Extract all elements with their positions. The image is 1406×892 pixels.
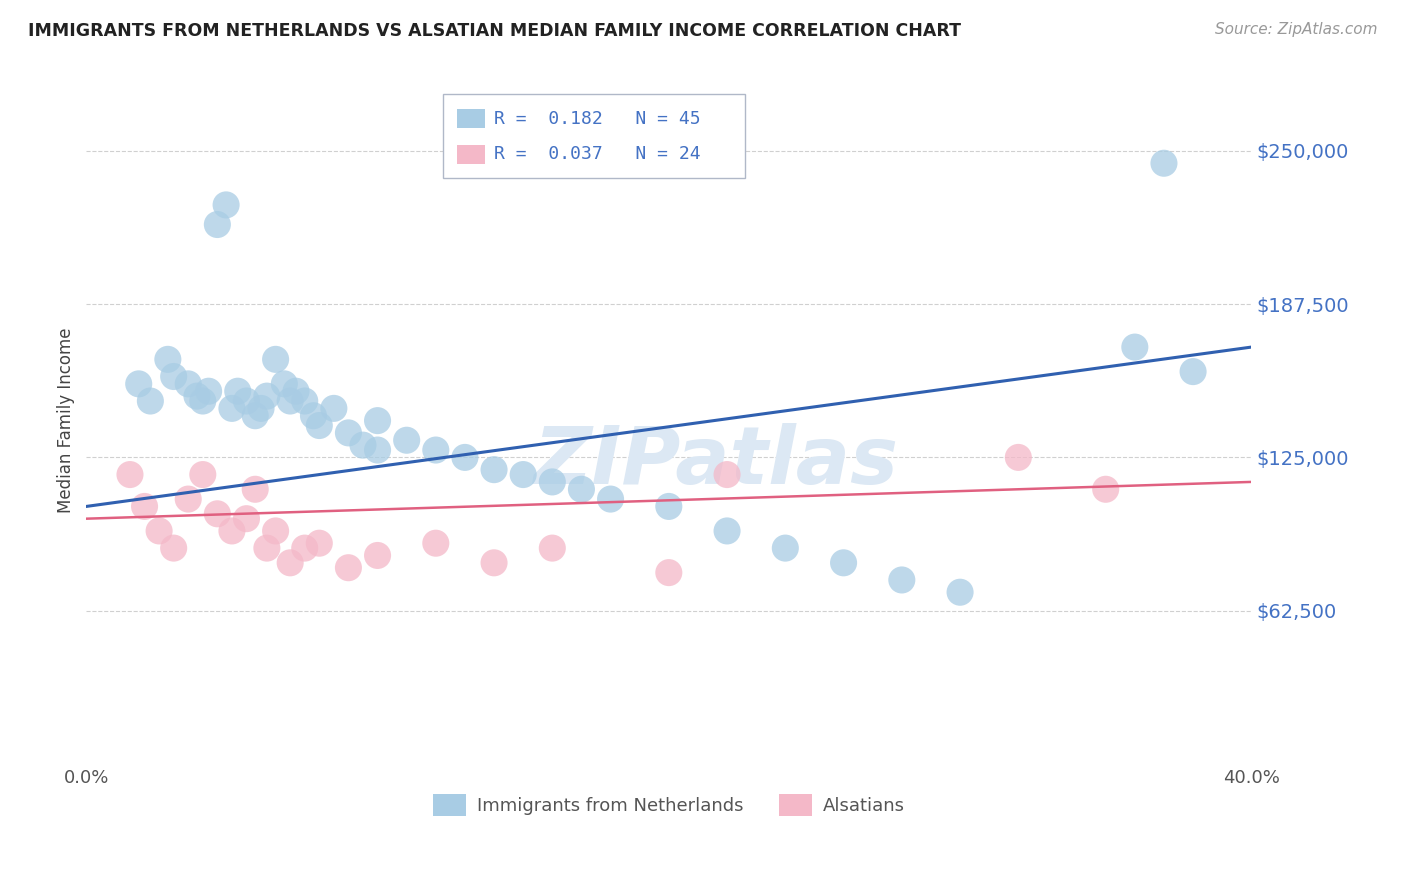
Point [191, 467, 214, 482]
Point [235, 511, 257, 525]
Point [599, 492, 621, 507]
Point [128, 376, 150, 391]
Point [177, 492, 200, 507]
Point [256, 541, 278, 555]
Text: R =  0.182   N = 45: R = 0.182 N = 45 [494, 110, 700, 128]
Point [1123, 340, 1146, 354]
Point [322, 401, 344, 416]
Point [245, 409, 267, 423]
Point [716, 467, 738, 482]
Point [1182, 365, 1205, 379]
Point [215, 198, 238, 212]
Point [658, 500, 681, 514]
Point [207, 507, 229, 521]
Point [367, 443, 389, 458]
Point [425, 536, 447, 550]
Point [294, 541, 316, 555]
Point [148, 524, 170, 538]
Point [156, 352, 179, 367]
Point [832, 556, 855, 570]
Point [454, 450, 477, 465]
Point [571, 483, 593, 497]
Point [163, 541, 186, 555]
Point [716, 524, 738, 538]
Text: ZIPatlas: ZIPatlas [533, 423, 898, 500]
Point [395, 434, 418, 448]
Point [278, 556, 301, 570]
Point [221, 401, 243, 416]
Y-axis label: Median Family Income: Median Family Income [58, 328, 75, 514]
Point [177, 376, 200, 391]
Point [367, 414, 389, 428]
Point [482, 463, 505, 477]
Point [308, 536, 330, 550]
Point [278, 394, 301, 409]
Point [308, 418, 330, 433]
Point [226, 384, 249, 399]
Point [163, 369, 186, 384]
Point [482, 556, 505, 570]
Point [890, 573, 912, 587]
Point [337, 425, 360, 440]
Point [264, 352, 287, 367]
Point [512, 467, 534, 482]
Point [302, 409, 325, 423]
Point [425, 443, 447, 458]
Point [352, 438, 374, 452]
Point [541, 475, 564, 489]
Point [949, 585, 972, 599]
Point [775, 541, 797, 555]
Point [367, 549, 389, 563]
Point [658, 566, 681, 580]
Point [294, 394, 316, 409]
Point [139, 394, 162, 409]
Point [134, 500, 156, 514]
Point [191, 394, 214, 409]
Point [337, 560, 360, 574]
Point [245, 483, 267, 497]
Point [285, 384, 308, 399]
Point [197, 384, 219, 399]
Text: R =  0.037   N = 24: R = 0.037 N = 24 [494, 145, 700, 163]
Point [1153, 156, 1175, 170]
Text: IMMIGRANTS FROM NETHERLANDS VS ALSATIAN MEDIAN FAMILY INCOME CORRELATION CHART: IMMIGRANTS FROM NETHERLANDS VS ALSATIAN … [28, 22, 962, 40]
Point [1094, 483, 1116, 497]
Point [221, 524, 243, 538]
Point [273, 376, 295, 391]
Point [1007, 450, 1029, 465]
Point [207, 218, 229, 232]
Legend: Immigrants from Netherlands, Alsatians: Immigrants from Netherlands, Alsatians [426, 787, 911, 823]
Point [186, 389, 208, 403]
Text: Source: ZipAtlas.com: Source: ZipAtlas.com [1215, 22, 1378, 37]
Point [264, 524, 287, 538]
Point [256, 389, 278, 403]
Point [250, 401, 273, 416]
Point [235, 394, 257, 409]
Point [541, 541, 564, 555]
Point [118, 467, 141, 482]
